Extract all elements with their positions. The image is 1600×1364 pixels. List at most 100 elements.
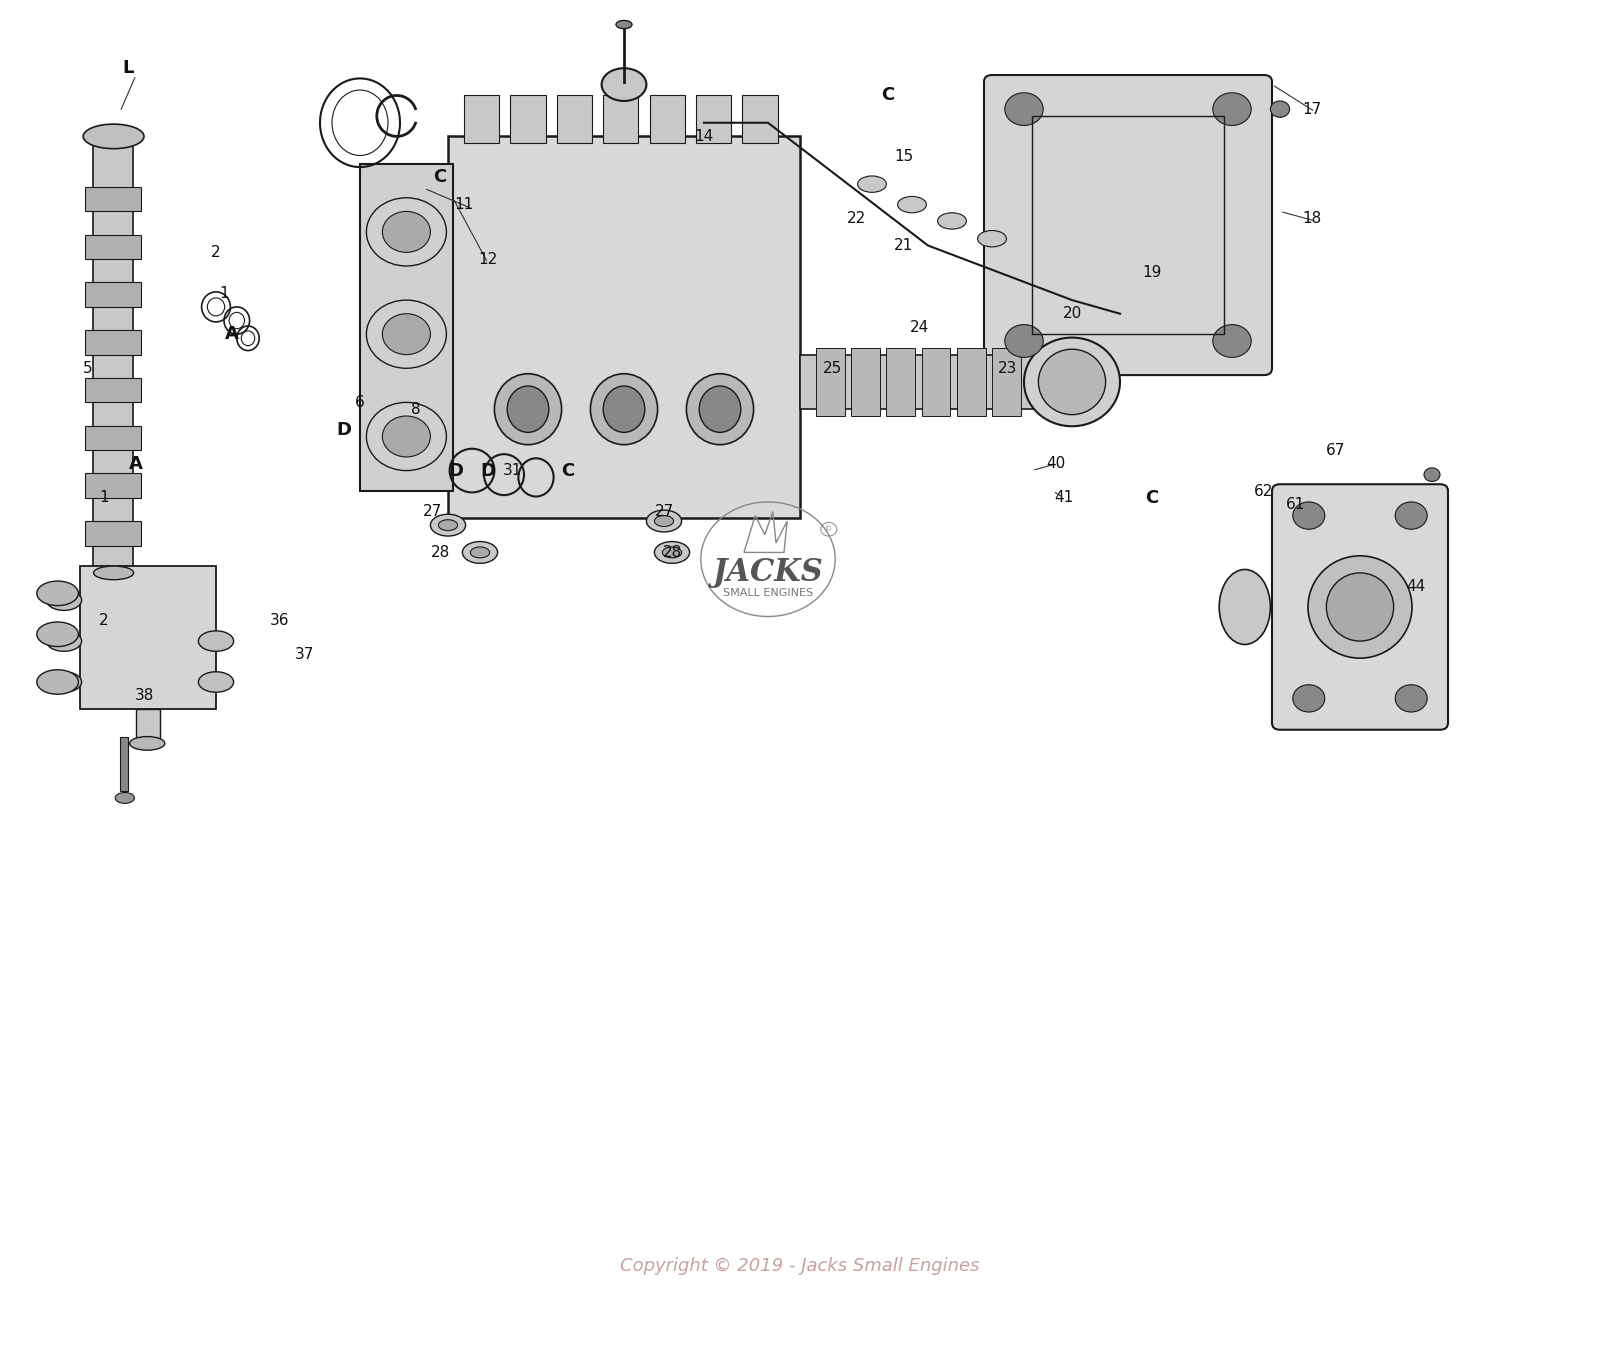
Text: 5: 5 (83, 361, 93, 375)
Ellipse shape (898, 196, 926, 213)
Ellipse shape (37, 670, 78, 694)
Text: 38: 38 (134, 689, 154, 702)
Text: 28: 28 (662, 546, 682, 559)
Ellipse shape (46, 630, 82, 651)
Text: D: D (336, 420, 352, 439)
Bar (851, 348, 880, 416)
Bar (85, 473, 141, 498)
Text: 17: 17 (1302, 102, 1322, 116)
Text: A: A (226, 325, 238, 344)
Text: 41: 41 (1054, 491, 1074, 505)
Text: JACKS: JACKS (712, 558, 824, 588)
Ellipse shape (494, 374, 562, 445)
Text: 2: 2 (211, 246, 221, 259)
Ellipse shape (858, 176, 886, 192)
Bar (93, 136, 133, 573)
Ellipse shape (46, 671, 82, 693)
Circle shape (1213, 93, 1251, 125)
Bar (957, 348, 986, 416)
Ellipse shape (699, 386, 741, 432)
Bar (85, 378, 141, 402)
Text: 6: 6 (355, 396, 365, 409)
Text: 27: 27 (654, 505, 674, 518)
Circle shape (1395, 685, 1427, 712)
Text: 67: 67 (1326, 443, 1346, 457)
Circle shape (1395, 502, 1427, 529)
Text: 23: 23 (998, 361, 1018, 375)
Ellipse shape (938, 213, 966, 229)
Bar (992, 348, 1021, 416)
Circle shape (1213, 325, 1251, 357)
Text: L: L (122, 59, 134, 78)
Ellipse shape (37, 581, 78, 606)
Text: 18: 18 (1302, 211, 1322, 225)
Circle shape (1005, 93, 1043, 125)
Text: D: D (480, 461, 496, 480)
Text: 40: 40 (1046, 457, 1066, 471)
Ellipse shape (130, 737, 165, 750)
Ellipse shape (93, 566, 134, 580)
Ellipse shape (654, 516, 674, 527)
Bar (696, 95, 731, 143)
Circle shape (1270, 101, 1290, 117)
Text: C: C (562, 461, 574, 480)
Ellipse shape (1326, 573, 1394, 641)
Bar (886, 348, 915, 416)
Text: 61: 61 (1286, 498, 1306, 512)
Ellipse shape (603, 386, 645, 432)
Bar (603, 95, 638, 143)
Circle shape (1424, 468, 1440, 481)
Text: C: C (1146, 488, 1158, 507)
Ellipse shape (662, 547, 682, 558)
Ellipse shape (602, 68, 646, 101)
Text: D: D (448, 461, 464, 480)
Circle shape (1005, 325, 1043, 357)
Bar (1032, 116, 1224, 334)
Text: 25: 25 (822, 361, 842, 375)
Bar (85, 426, 141, 450)
Text: 12: 12 (478, 252, 498, 266)
Ellipse shape (198, 671, 234, 693)
Text: 31: 31 (502, 464, 522, 477)
Ellipse shape (115, 792, 134, 803)
Bar (85, 330, 141, 355)
Circle shape (1293, 685, 1325, 712)
Bar (360, 164, 453, 491)
Text: 24: 24 (910, 321, 930, 334)
Text: Copyright © 2019 - Jacks Small Engines: Copyright © 2019 - Jacks Small Engines (621, 1256, 979, 1275)
Bar (85, 187, 141, 211)
Bar (816, 348, 845, 416)
Ellipse shape (37, 622, 78, 647)
Ellipse shape (654, 542, 690, 563)
FancyBboxPatch shape (984, 75, 1272, 375)
Ellipse shape (83, 124, 144, 149)
Text: 37: 37 (294, 648, 314, 662)
Ellipse shape (507, 386, 549, 432)
Ellipse shape (470, 547, 490, 558)
Ellipse shape (462, 542, 498, 563)
Text: SMALL ENGINES: SMALL ENGINES (723, 588, 813, 599)
Text: 2: 2 (99, 614, 109, 627)
Text: 62: 62 (1254, 484, 1274, 498)
Text: 1: 1 (99, 491, 109, 505)
Text: 20: 20 (1062, 307, 1082, 321)
Text: 28: 28 (430, 546, 450, 559)
Bar (922, 348, 950, 416)
Text: C: C (882, 86, 894, 105)
Bar (510, 95, 546, 143)
Bar (742, 95, 778, 143)
Bar (448, 136, 800, 518)
Bar (557, 95, 592, 143)
Circle shape (1293, 502, 1325, 529)
Ellipse shape (438, 520, 458, 531)
Text: C: C (434, 168, 446, 187)
Text: 19: 19 (1142, 266, 1162, 280)
Ellipse shape (646, 510, 682, 532)
Text: 44: 44 (1406, 580, 1426, 593)
Text: ©: © (826, 527, 832, 532)
FancyBboxPatch shape (1272, 484, 1448, 730)
Text: 11: 11 (454, 198, 474, 211)
Bar (85, 235, 141, 259)
Circle shape (382, 416, 430, 457)
Text: 15: 15 (894, 150, 914, 164)
